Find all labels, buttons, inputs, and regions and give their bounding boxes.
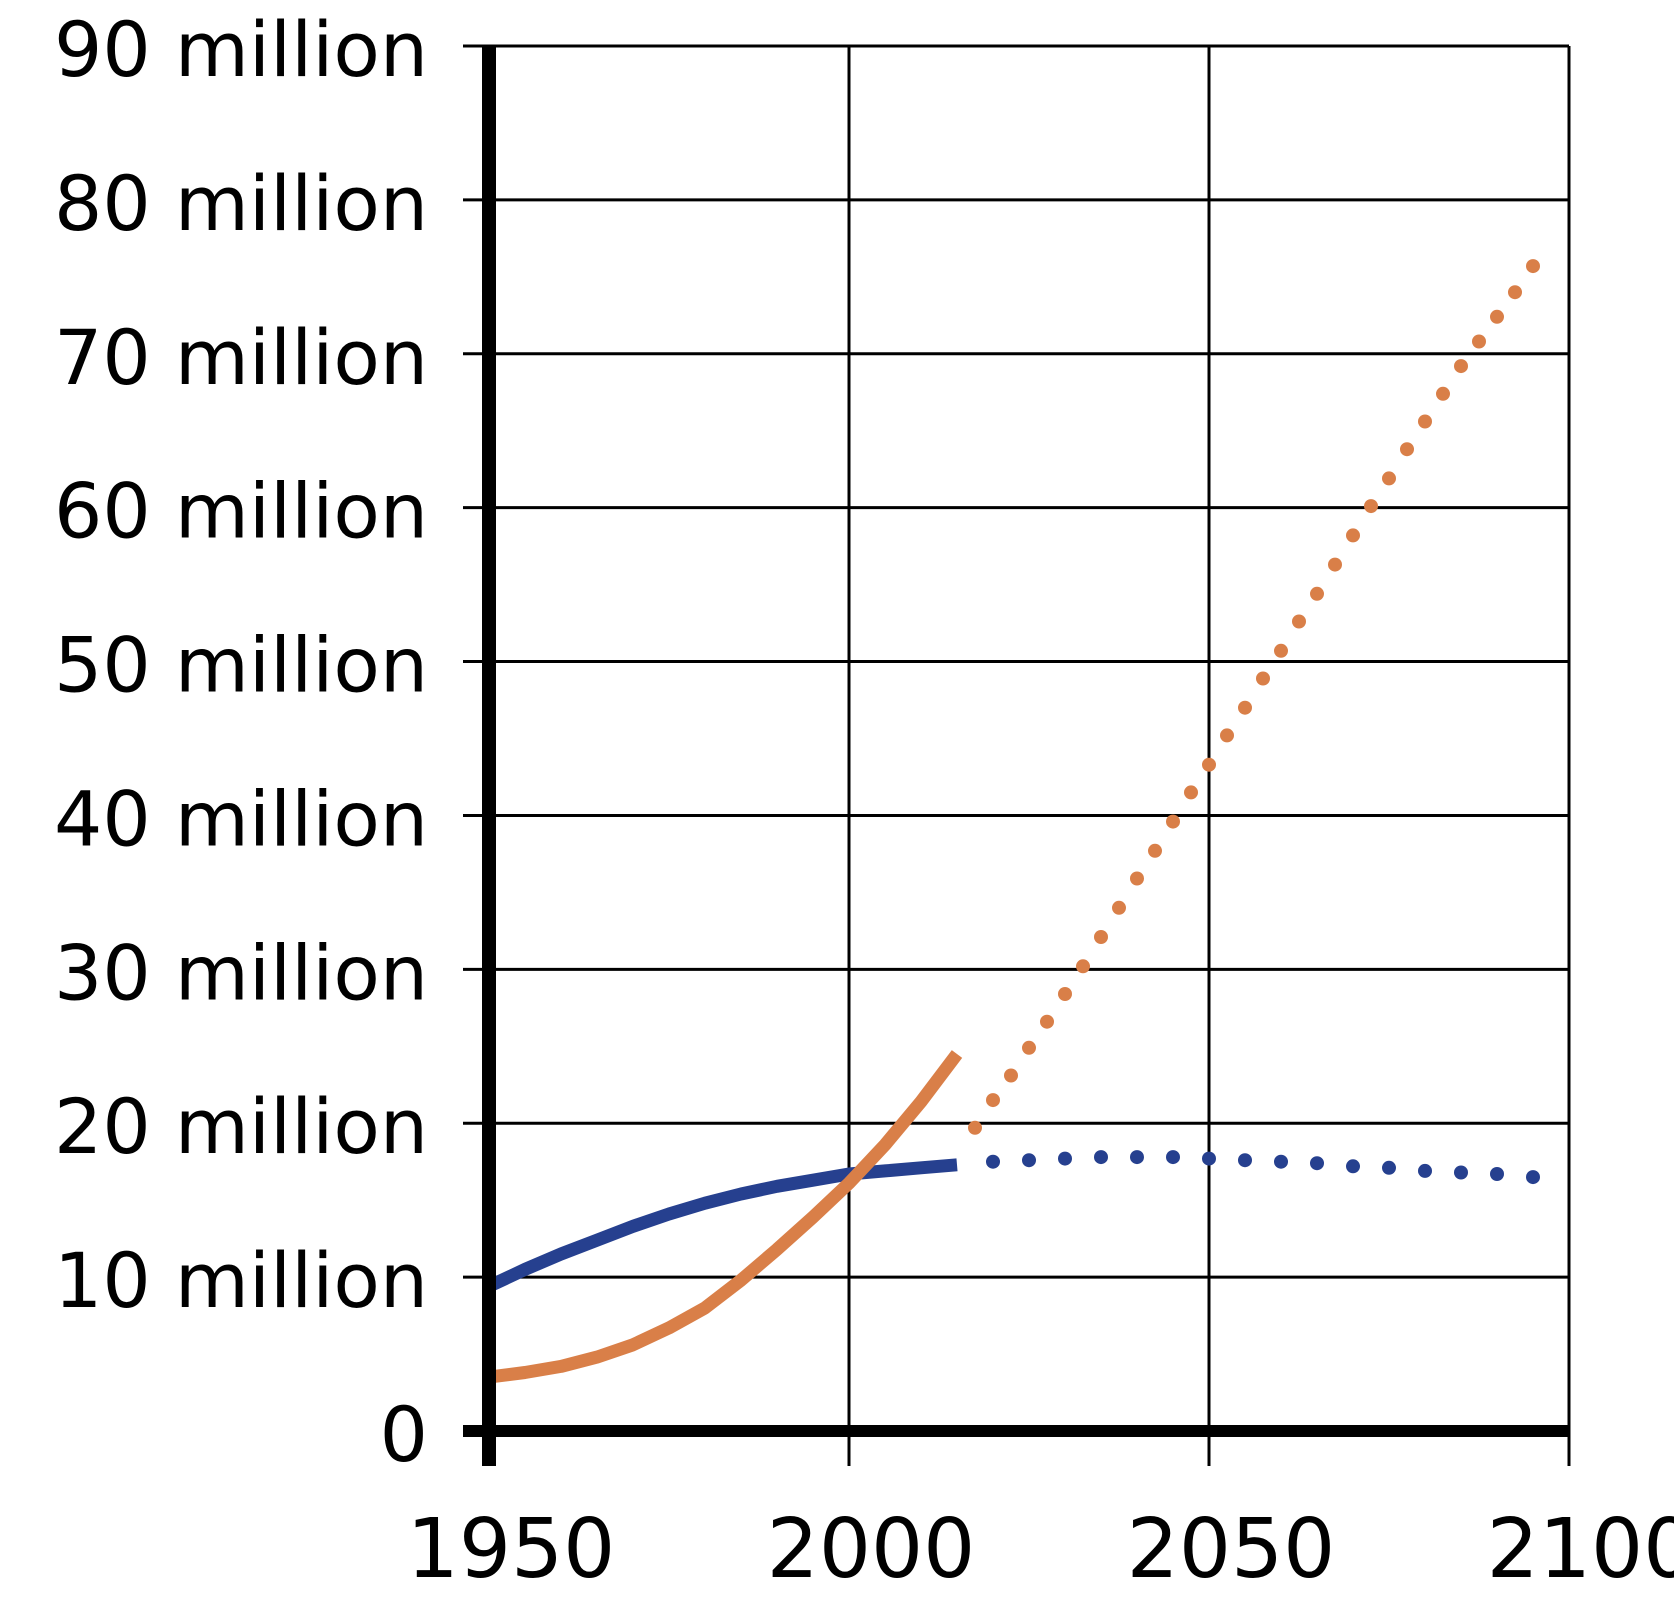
series-0-projection-point bbox=[1202, 1151, 1216, 1166]
series-1-projection-point bbox=[1436, 386, 1450, 401]
series-0-projection-point bbox=[1238, 1153, 1252, 1168]
series-lines bbox=[486, 259, 1540, 1384]
series-0-projection-point bbox=[1274, 1154, 1288, 1169]
series-1-projection-point bbox=[1382, 471, 1396, 486]
series-1-projection-point bbox=[1328, 557, 1342, 572]
y-tick-label: 30 million bbox=[54, 928, 428, 1017]
series-1-projection-point bbox=[1472, 334, 1486, 349]
series-1-projection-point bbox=[1292, 614, 1306, 629]
x-tick-label: 2050 bbox=[1127, 1502, 1336, 1597]
y-tick-label: 60 million bbox=[54, 467, 428, 556]
series-1-projection-point bbox=[1400, 442, 1414, 457]
y-tick-label: 0 bbox=[380, 1390, 428, 1479]
series-1-projection-point bbox=[1418, 414, 1432, 429]
series-1-projection-point bbox=[1148, 843, 1162, 858]
y-tick-label: 10 million bbox=[54, 1236, 428, 1325]
x-tick-label: 2000 bbox=[767, 1502, 976, 1597]
series-1-projection-point bbox=[1364, 499, 1378, 514]
tick-labels: 0 10 million 20 million 30 million 40 millio… bbox=[54, 5, 1674, 1597]
series-0-projection-point bbox=[1490, 1167, 1504, 1181]
series-0-historical-line bbox=[486, 1158, 958, 1293]
series-1-projection-point bbox=[1058, 987, 1072, 1001]
series-1-projection-point bbox=[1346, 528, 1360, 543]
series-0-projection-point bbox=[1166, 1150, 1180, 1165]
series-1-projection-point bbox=[968, 1120, 982, 1135]
series-1-projection-point bbox=[1130, 871, 1144, 886]
grid-lines bbox=[489, 44, 1571, 1431]
series-0-projection-point bbox=[1454, 1165, 1468, 1180]
series-1-projection-point bbox=[1490, 309, 1504, 324]
series-1-projection-point bbox=[1526, 259, 1540, 274]
series-1-projection-point bbox=[1184, 785, 1198, 800]
series-0-projection-point bbox=[1382, 1160, 1396, 1175]
axes bbox=[463, 44, 1571, 1466]
series-1-projection-point bbox=[1202, 757, 1216, 772]
series-0-projection-point bbox=[1130, 1150, 1144, 1165]
series-1-projection-point bbox=[1310, 586, 1324, 601]
series-1-projection-point bbox=[1112, 900, 1126, 915]
series-1-projection-point bbox=[1454, 359, 1468, 374]
series-0-projection-point bbox=[1022, 1153, 1036, 1168]
series-1-projection-point bbox=[1256, 671, 1270, 686]
x-tick-label: 1950 bbox=[407, 1502, 616, 1597]
series-0-projection-point bbox=[1526, 1170, 1540, 1185]
y-tick-label: 80 million bbox=[54, 159, 428, 248]
y-tick-label: 40 million bbox=[54, 774, 428, 863]
y-tick-label: 70 million bbox=[54, 313, 428, 402]
series-1-projection-point bbox=[1238, 700, 1252, 715]
series-1-projection-point bbox=[1040, 1014, 1054, 1029]
series-1-projection-point bbox=[1166, 814, 1180, 829]
y-tick-label: 20 million bbox=[54, 1082, 428, 1171]
series-1-projection-point bbox=[1022, 1040, 1036, 1055]
series-1-historical-line bbox=[488, 1050, 963, 1384]
series-0-projection-point bbox=[1094, 1150, 1108, 1165]
y-tick-label: 50 million bbox=[54, 621, 428, 710]
x-tick-label: 2100 bbox=[1487, 1502, 1674, 1597]
series-0-projection-point bbox=[1346, 1159, 1360, 1174]
series-1-projection-point bbox=[1274, 643, 1288, 658]
series-0-projection-point bbox=[1310, 1156, 1324, 1171]
series-1-projection-point bbox=[1004, 1068, 1018, 1083]
series-1-projection-point bbox=[986, 1093, 1000, 1108]
series-0-projection-point bbox=[1418, 1163, 1432, 1178]
y-tick-label: 90 million bbox=[54, 5, 428, 94]
series-1-projection-point bbox=[1220, 728, 1234, 743]
series-0-projection-point bbox=[986, 1154, 1000, 1169]
series-1-projection-point bbox=[1094, 930, 1108, 944]
series-1-projection-point bbox=[1076, 959, 1090, 974]
series-1-projection-point bbox=[1508, 285, 1522, 300]
series-0-projection-point bbox=[1058, 1151, 1072, 1166]
